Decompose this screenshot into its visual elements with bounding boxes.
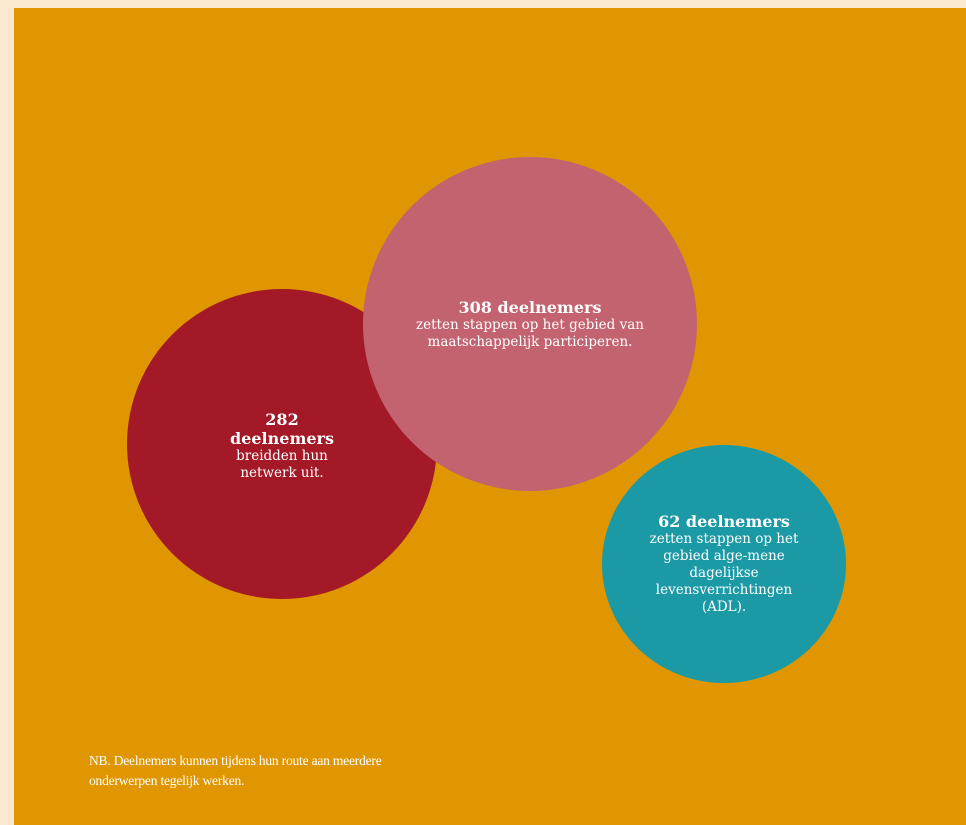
bubble-maatschappelijk-participeren-description: zetten stappen op het gebied van maatsch… <box>416 317 644 350</box>
bubble-netwerk-count-unit: deelnemers <box>230 429 334 448</box>
bubble-adl-description: zetten stappen op het gebied alge-mene d… <box>649 531 799 615</box>
infographic-panel: 282 deelnemers breidden hun netwerk uit.… <box>14 8 966 825</box>
bubble-adl-count: 62 deelnemers <box>658 512 790 531</box>
bubble-maatschappelijk-participeren-count: 308 deelnemers <box>458 298 602 317</box>
bubble-maatschappelijk-participeren-content: 308 deelnemers zetten stappen op het geb… <box>385 298 675 351</box>
bubble-maatschappelijk-participeren: 308 deelnemers zetten stappen op het geb… <box>363 157 697 491</box>
footnote: NB. Deelnemers kunnen tijdens hun route … <box>89 751 549 791</box>
footnote-line-2: onderwerpen tegelijk werken. <box>89 773 245 788</box>
bubble-netwerk-description: breidden hun netwerk uit. <box>236 448 328 481</box>
bubble-netwerk-content: 282 deelnemers breidden hun netwerk uit. <box>207 410 357 482</box>
bubble-adl: 62 deelnemers zetten stappen op het gebi… <box>602 445 846 683</box>
footnote-line-1: NB. Deelnemers kunnen tijdens hun route … <box>89 753 382 768</box>
bubble-netwerk-count-number: 282 <box>265 410 299 429</box>
bubble-adl-content: 62 deelnemers zetten stappen op het gebi… <box>639 512 809 616</box>
